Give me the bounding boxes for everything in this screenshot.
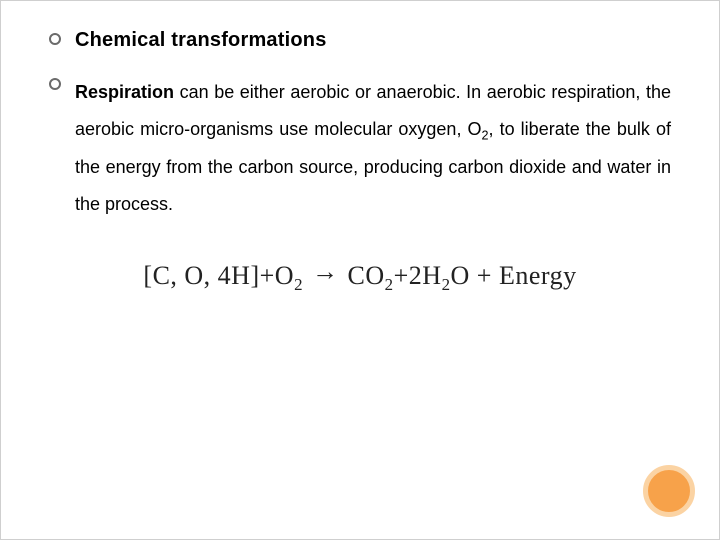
bullet-icon <box>49 78 61 90</box>
eq-co2-sub: 2 <box>385 275 394 294</box>
equation: [C, O, 4H]+O2 → CO2+2H2O + Energy <box>143 261 576 295</box>
equation-container: [C, O, 4H]+O2 → CO2+2H2O + Energy <box>49 261 671 295</box>
decorative-circle-icon <box>643 465 695 517</box>
eq-bracket-close: ] <box>250 261 259 290</box>
bullet-icon <box>49 33 61 45</box>
body-paragraph: Respiration can be either aerobic or ana… <box>75 74 671 223</box>
eq-bracket-open: [ <box>143 261 152 290</box>
eq-o2-sub: 2 <box>294 275 303 294</box>
body-row: Respiration can be either aerobic or ana… <box>49 74 671 223</box>
heading-row: Chemical transformations <box>49 29 671 52</box>
arrow-icon: → <box>310 257 341 286</box>
eq-co2: CO <box>348 261 385 290</box>
eq-plus-o2: +O <box>260 261 294 290</box>
body-lead: Respiration <box>75 82 174 102</box>
slide-container: Chemical transformations Respiration can… <box>0 0 720 540</box>
body-sub1: 2 <box>482 128 489 142</box>
heading-text: Chemical transformations <box>75 29 327 52</box>
eq-h2o-sub: 2 <box>442 275 451 294</box>
eq-h2o-rest: O + Energy <box>451 261 577 290</box>
eq-lhs: C, O, 4H <box>153 261 251 290</box>
eq-plus-h2o: +2H <box>394 261 442 290</box>
